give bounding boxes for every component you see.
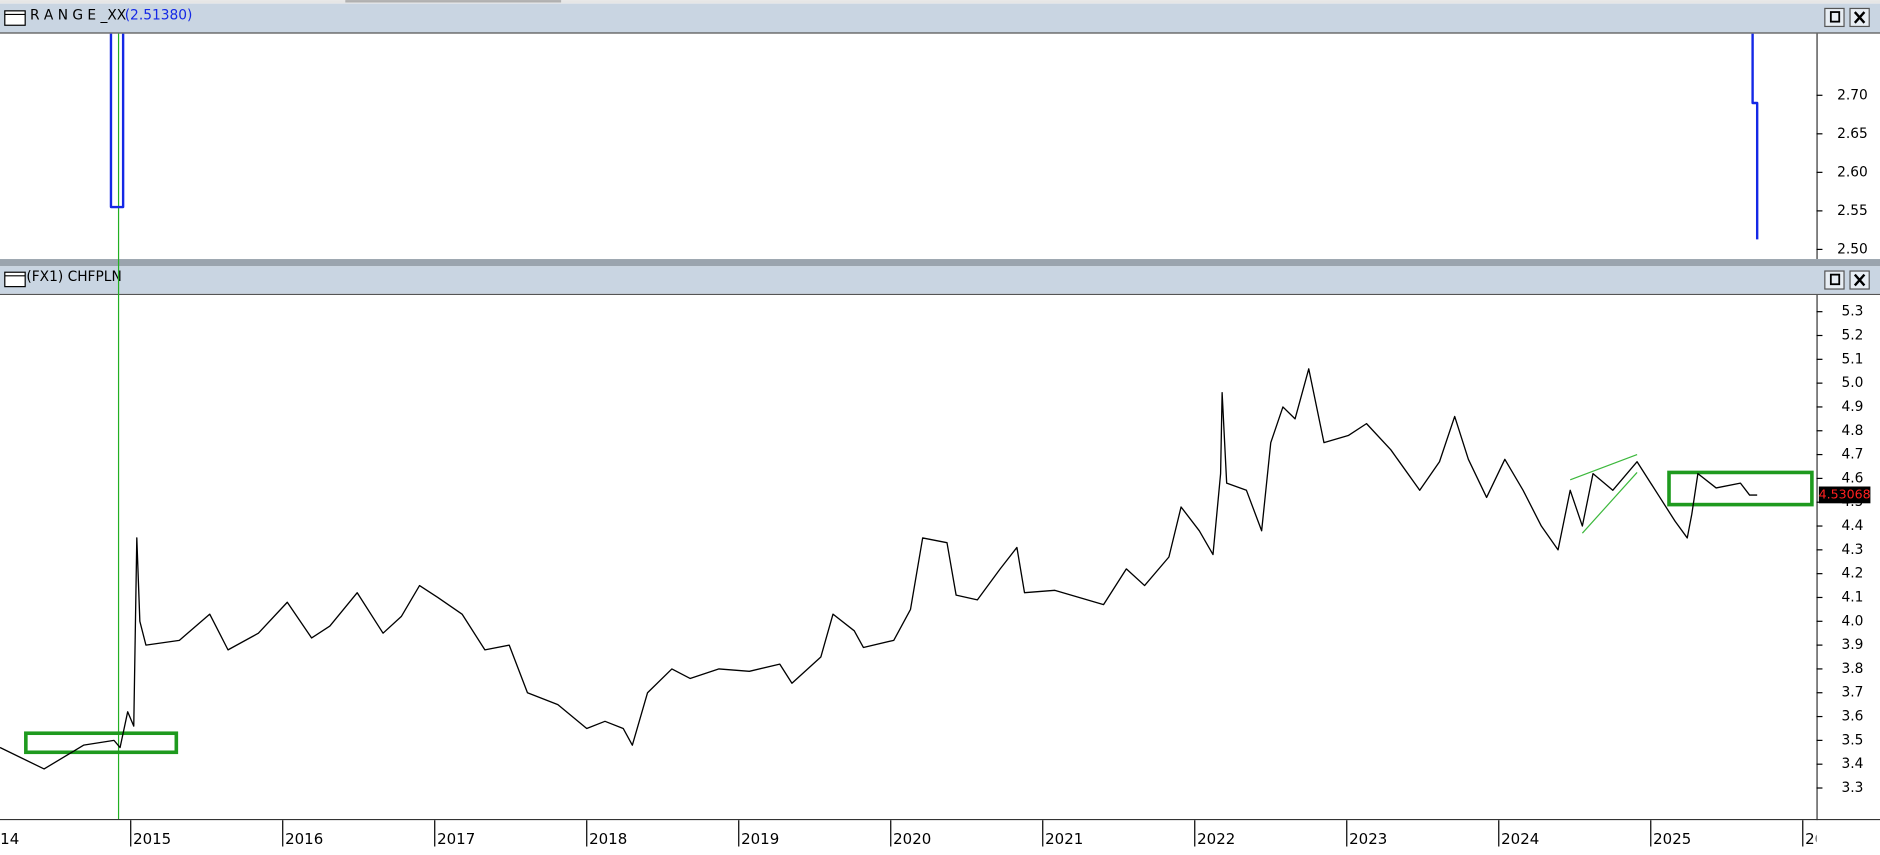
trend-line xyxy=(1569,454,1638,481)
y-tick-label: 4.1 xyxy=(1841,589,1863,605)
y-tick-label: 2.70 xyxy=(1837,87,1868,103)
indicator-value: (2.51380) xyxy=(125,8,193,24)
y-tick-label: 3.9 xyxy=(1841,637,1863,653)
panel-title: R A N G E _XX xyxy=(30,8,126,24)
y-tick-label: 2.50 xyxy=(1837,241,1868,257)
y-tick-label: 5.1 xyxy=(1841,351,1863,367)
y-tick-label: 4.9 xyxy=(1841,399,1863,415)
y-tick-label: 3.4 xyxy=(1841,756,1863,772)
maximize-icon xyxy=(1829,273,1841,286)
x-tick-label: 2023 xyxy=(1349,830,1387,848)
y-tick-label: 4.2 xyxy=(1841,566,1863,582)
time-axis: 2014 2015 2016 2017 2018 2019 2020 2021 2022 2023… xyxy=(0,820,1843,848)
x-tick-label: 2014 xyxy=(0,830,19,848)
x-tick-label: 2015 xyxy=(133,830,171,848)
toolbar-strip xyxy=(0,0,1880,4)
annotation-box xyxy=(24,731,179,755)
y-tick-label: 5.0 xyxy=(1841,375,1863,391)
y-tick-label: 4.4 xyxy=(1841,518,1863,534)
panel-icon xyxy=(4,271,26,288)
x-tick-label: 2020 xyxy=(893,830,931,848)
y-tick-label: 4.3 xyxy=(1841,542,1863,558)
y-tick-label: 2.65 xyxy=(1837,126,1868,142)
y-tick-label: 3.5 xyxy=(1841,732,1863,748)
close-icon xyxy=(1853,11,1866,24)
y-tick-label: 5.3 xyxy=(1841,304,1863,320)
y-tick-label: 3.6 xyxy=(1841,709,1863,725)
x-tick-label: 2022 xyxy=(1197,830,1235,848)
y-tick-label: 2.55 xyxy=(1837,203,1868,219)
x-tick-label: 2018 xyxy=(589,830,627,848)
y-tick-label: 5.2 xyxy=(1841,328,1863,344)
last-price-label: 4.53068 xyxy=(1819,486,1871,501)
y-tick-label: 4.0 xyxy=(1841,613,1863,629)
price-line xyxy=(109,33,1759,240)
price-line xyxy=(0,368,1758,770)
x-tick-label: 2019 xyxy=(741,830,779,848)
y-tick-label: 3.8 xyxy=(1841,661,1863,677)
close-icon xyxy=(1853,273,1866,287)
y-tick-label: 4.6 xyxy=(1841,470,1863,486)
plot-area xyxy=(0,368,1814,770)
y-tick-label: 3.7 xyxy=(1841,685,1863,701)
panel-header xyxy=(0,3,1880,33)
annotation-box xyxy=(1667,470,1814,507)
panel-icon xyxy=(4,10,26,26)
panel-header xyxy=(0,266,1880,294)
panel-title: (FX1) CHFPLN xyxy=(26,269,121,285)
x-tick-label: 2021 xyxy=(1045,830,1083,848)
plot-area xyxy=(109,33,1759,240)
last-price-box xyxy=(1818,486,1871,504)
price-axes: 2.50 2.55 2.60 2.65 2.70 3.3 3.4 3.5 3.6 3.7 3.8 3.… xyxy=(1816,87,1871,796)
maximize-icon xyxy=(1829,11,1841,23)
x-tick-label: 2017 xyxy=(437,830,475,848)
x-tick-label: 2026 xyxy=(1805,830,1843,848)
y-tick-label: 4.8 xyxy=(1841,423,1863,439)
y-tick-label: 4.7 xyxy=(1841,447,1863,463)
y-tick-label: 2.60 xyxy=(1837,164,1868,180)
y-tick-label: 3.3 xyxy=(1841,780,1863,796)
panel-separator xyxy=(0,259,1880,267)
x-tick-label: 2025 xyxy=(1653,830,1691,848)
x-tick-label: 2016 xyxy=(285,830,323,848)
toolbar-tab xyxy=(345,0,562,3)
x-tick-label: 2024 xyxy=(1501,830,1539,848)
trend-line xyxy=(1581,472,1638,534)
